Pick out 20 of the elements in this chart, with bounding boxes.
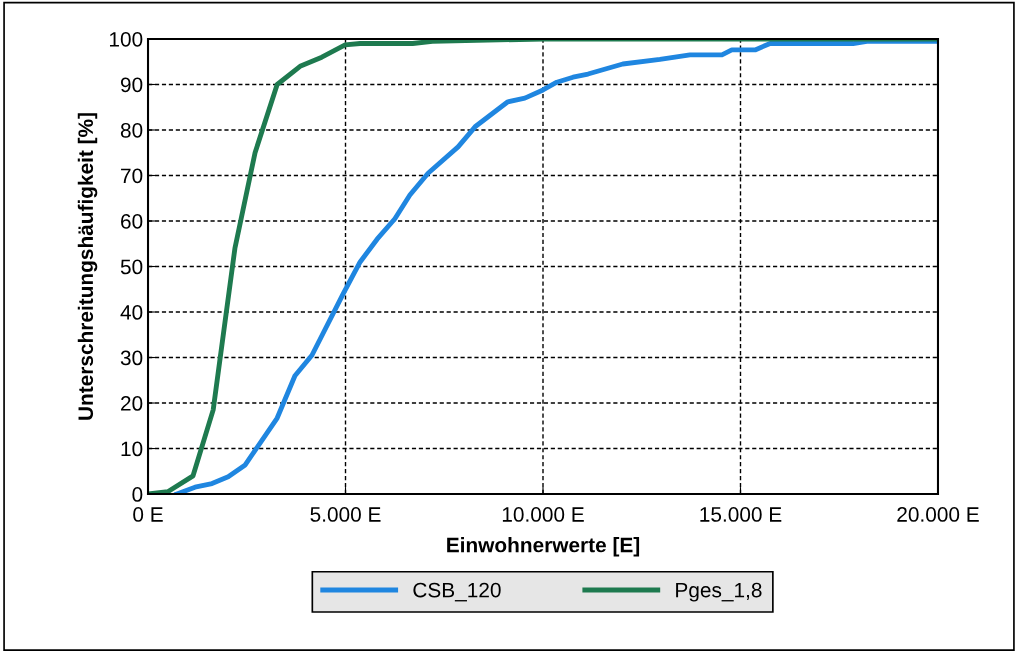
legend-label: Pges_1,8 <box>676 582 762 602</box>
y-tick-label: 40 <box>120 305 143 320</box>
y-tick-label: 90 <box>120 77 143 93</box>
legend-label: CSB_120 <box>413 582 501 602</box>
x-tick-label: 15.000 E <box>700 507 782 522</box>
y-axis-title: Unterschreitungshäufigkeit [%] <box>77 113 98 420</box>
y-tick-label: 50 <box>120 259 143 275</box>
y-tick-label: 80 <box>120 122 143 138</box>
y-tick-label: 100 <box>109 31 143 47</box>
x-tick-label: 20.000 E <box>897 507 979 522</box>
y-tick-label: 70 <box>121 168 143 184</box>
x-tick-label: 0 E <box>133 507 163 522</box>
y-tick-label: 20 <box>121 396 143 411</box>
y-tick-label: 0 <box>132 487 143 502</box>
y-tick-label: 10 <box>121 441 143 457</box>
x-tick-label: 5.000 E <box>310 507 381 522</box>
y-tick-label: 60 <box>121 214 143 229</box>
y-tick-label: 30 <box>120 350 143 366</box>
x-axis-title: Einwohnerwerte [E] <box>447 537 640 557</box>
x-tick-label: 10.000 E <box>502 507 584 522</box>
